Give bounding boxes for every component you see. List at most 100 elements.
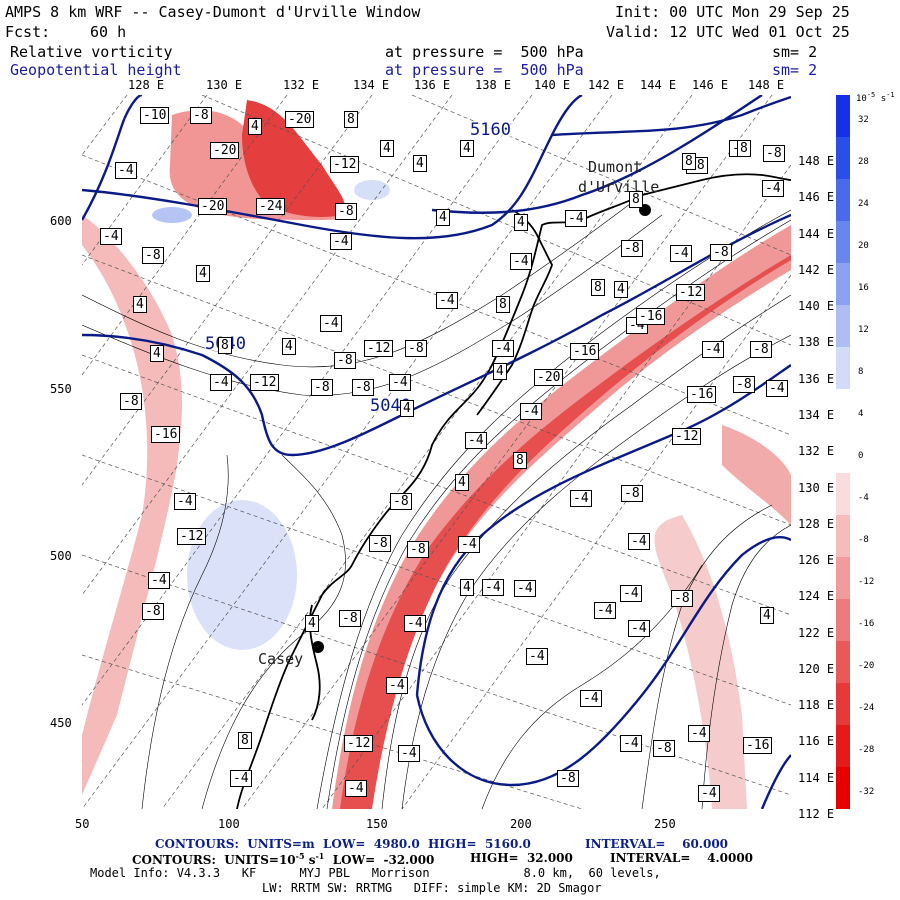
footer-model-info: Model Info: V4.3.3 KF MYJ PBL Morrison 8… [90, 866, 661, 880]
right-longitude-label: 134 E [798, 408, 835, 422]
right-longitude-label: 142 E [798, 263, 835, 277]
right-longitude-label: 116 E [798, 734, 835, 748]
vorticity-contour-label: -4 [458, 536, 480, 553]
vorticity-contour-label: -4 [210, 374, 232, 391]
right-longitude-label: 144 E [798, 227, 835, 241]
vorticity-contour-label: 4 [514, 214, 528, 231]
bottom-axis-tick: 100 [218, 817, 240, 831]
vorticity-contour-label: -4 [465, 432, 487, 449]
right-longitude-label: 132 E [798, 444, 835, 458]
bottom-axis-tick: 250 [654, 817, 676, 831]
height-label-5160: 5160 [470, 120, 511, 140]
colorbar-tick-label: -4 [858, 493, 869, 503]
right-longitude-label: 120 E [798, 662, 835, 676]
top-longitude-label: 128 E [128, 78, 165, 92]
vorticity-contour-label: -8 [750, 341, 772, 358]
vorticity-contour-label: 4 [413, 155, 427, 172]
vorticity-contour-label: -4 [148, 572, 170, 589]
colorbar-swatch [836, 263, 850, 306]
colorbar-tick-label: 8 [858, 367, 864, 377]
colorbar-swatch [836, 557, 850, 600]
vorticity-contour-label: -4 [482, 579, 504, 596]
colorbar-tick-label: 28 [858, 157, 869, 167]
colorbar-tick-label: -20 [858, 661, 875, 671]
vorticity-contour-label: 8 [513, 452, 527, 469]
right-longitude-label: 146 E [798, 190, 835, 204]
vorticity-contour-label: -20 [285, 111, 315, 128]
vorticity-contour-label: -4 [174, 493, 196, 510]
top-longitude-label: 132 E [283, 78, 320, 92]
vorticity-contour-label: -4 [492, 340, 514, 357]
vorticity-contour-label: 4 [460, 140, 474, 157]
footer-vorticity-high: HIGH= 32.000 [470, 851, 573, 865]
colorbar-tick-label: -28 [858, 745, 875, 755]
left-axis-tick: 550 [50, 382, 72, 396]
vorticity-contour-label: -4 [688, 725, 710, 742]
vorticity-contour-label: -4 [520, 403, 542, 420]
vorticity-contour-label: 8 [682, 153, 696, 170]
colorbar-swatch [836, 347, 850, 390]
field2-level: at pressure = 500 hPa [385, 61, 584, 79]
vorticity-contour-label: -4 [620, 735, 642, 752]
colorbar-tick-label: -12 [858, 577, 875, 587]
vorticity-contour-label: -4 [436, 292, 458, 309]
right-longitude-label: 136 E [798, 372, 835, 386]
right-longitude-label: 112 E [798, 807, 835, 821]
colorbar-swatch [836, 137, 850, 180]
vorticity-contour-label: 8 [591, 279, 605, 296]
colorbar-tick-label: 16 [858, 283, 869, 293]
vorticity-contour-label: 8 [737, 140, 751, 157]
footer-vorticity-contours: CONTOURS: UNITS=10-5 s-1 LOW= -32.000 [132, 851, 435, 867]
vorticity-contour-label: -4 [320, 315, 342, 332]
colorbar-tick-label: 24 [858, 199, 869, 209]
vorticity-contour-label: 8 [344, 111, 358, 128]
vorticity-contour-label: -4 [404, 615, 426, 632]
vorticity-contour-label: -4 [565, 210, 587, 227]
field1-name: Relative vorticity [10, 43, 173, 61]
colorbar-tick-label: -32 [858, 787, 875, 797]
vorticity-contour-label: -4 [510, 253, 532, 270]
colorbar-swatch [836, 179, 850, 222]
vorticity-contour-label: -8 [311, 379, 333, 396]
vorticity-contour-label: -12 [250, 374, 280, 391]
footer-physics-info: LW: RRTM SW: RRTMG DIFF: simple KM: 2D S… [262, 881, 602, 895]
right-longitude-label: 148 E [798, 154, 835, 168]
colorbar-tick-label: 20 [858, 241, 869, 251]
vorticity-contour-label: 4 [436, 209, 450, 226]
vorticity-contour-label: 4 [248, 118, 262, 135]
station-label-durville: d'Urville [578, 178, 660, 196]
top-longitude-label: 140 E [534, 78, 571, 92]
vorticity-contour-label: -8 [763, 145, 785, 162]
map-title: AMPS 8 km WRF -- Casey-Dumont d'Urville … [5, 3, 421, 21]
field1-level: at pressure = 500 hPa [385, 43, 584, 61]
red-right-band [654, 515, 747, 809]
right-longitude-label: 130 E [798, 481, 835, 495]
vorticity-contour-label: -8 [733, 376, 755, 393]
top-longitude-label: 138 E [475, 78, 512, 92]
station-label-casey: Casey [258, 650, 304, 668]
vorticity-contour-label: 8 [496, 296, 510, 313]
right-longitude-label: 114 E [798, 771, 835, 785]
vorticity-contour-label: -8 [142, 603, 164, 620]
vorticity-contour-label: -8 [334, 352, 356, 369]
init-time: Init: 00 UTC Mon 29 Sep 25 [615, 3, 850, 21]
vorticity-contour-label: -8 [557, 770, 579, 787]
vorticity-contour-label: 4 [282, 338, 296, 355]
vorticity-contour-label: -8 [142, 247, 164, 264]
vorticity-contour-label: -4 [389, 374, 411, 391]
vorticity-contour-label: -16 [151, 426, 181, 443]
vorticity-contour-label: -8 [335, 203, 357, 220]
vorticity-contour-label: -12 [672, 428, 702, 445]
vorticity-contour-label: -8 [621, 485, 643, 502]
red-top-core [242, 100, 346, 217]
vorticity-contour-label: -4 [345, 780, 367, 797]
vorticity-contour-label: -4 [526, 648, 548, 665]
vorticity-contour-label: -20 [198, 198, 228, 215]
colorbar-swatch [836, 221, 850, 264]
vorticity-contour-label: -4 [698, 785, 720, 802]
bottom-axis-tick: 200 [510, 817, 532, 831]
vorticity-contour-label: -4 [115, 162, 137, 179]
bottom-axis-tick: 150 [366, 817, 388, 831]
contour-4980 [415, 364, 791, 696]
vorticity-contour-label: -20 [534, 369, 564, 386]
